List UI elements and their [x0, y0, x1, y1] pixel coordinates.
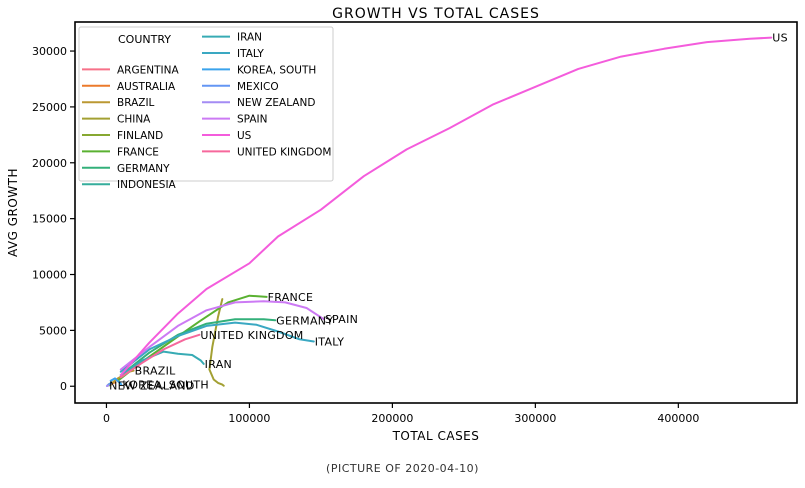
legend-item-label: BRAZIL — [117, 97, 155, 109]
legend-item-label: KOREA, SOUTH — [237, 64, 316, 76]
series-end-label: NEW ZEALAND — [109, 380, 194, 393]
series-end-label: SPAIN — [325, 313, 358, 326]
x-tick-label: 400000 — [657, 412, 699, 425]
legend-item-label: ITALY — [237, 48, 264, 60]
y-tick-label: 15000 — [32, 213, 67, 226]
legend-item-label: INDONESIA — [117, 179, 177, 191]
legend-item-label: UNITED KINGDOM — [237, 146, 332, 158]
series-end-label: IRAN — [205, 358, 232, 371]
x-axis-label: TOTAL CASES — [392, 429, 480, 443]
legend-item-label: AUSTRALIA — [117, 81, 176, 93]
legend-item-label: SPAIN — [237, 114, 267, 126]
x-tick-label: 100000 — [228, 412, 270, 425]
series-end-label: ITALY — [315, 336, 345, 349]
series-end-label: BRAZIL — [135, 365, 177, 378]
chart-caption: (PICTURE OF 2020-04-10) — [0, 462, 805, 475]
chart-title: GROWTH VS TOTAL CASES — [332, 6, 540, 22]
legend-item-label: MEXICO — [237, 81, 279, 93]
y-tick-label: 30000 — [32, 45, 67, 58]
legend-item-label: US — [237, 130, 252, 142]
series-line-china — [209, 299, 223, 386]
y-tick-label: 5000 — [39, 324, 67, 337]
y-tick-label: 0 — [60, 380, 67, 393]
legend-item-label: GERMANY — [117, 163, 170, 175]
series-end-label: UNITED KINGDOM — [200, 329, 303, 342]
y-axis-label: AVG GROWTH — [6, 168, 20, 257]
legend-item-label: ARGENTINA — [117, 64, 179, 76]
y-tick-label: 20000 — [32, 157, 67, 170]
legend-item-label: NEW ZEALAND — [237, 97, 315, 109]
y-tick-label: 10000 — [32, 269, 67, 282]
series-end-label: US — [772, 32, 788, 45]
legend-title: COUNTRY — [118, 33, 171, 46]
x-tick-label: 0 — [103, 412, 110, 425]
legend-item-label: FRANCE — [117, 146, 159, 158]
legend-item-label: IRAN — [237, 32, 262, 44]
legend-item-label: CHINA — [117, 114, 151, 126]
legend-item-label: FINLAND — [117, 130, 163, 142]
x-tick-label: 300000 — [514, 412, 556, 425]
x-tick-label: 200000 — [371, 412, 413, 425]
y-tick-label: 25000 — [32, 101, 67, 114]
series-end-label: FRANCE — [268, 291, 314, 304]
